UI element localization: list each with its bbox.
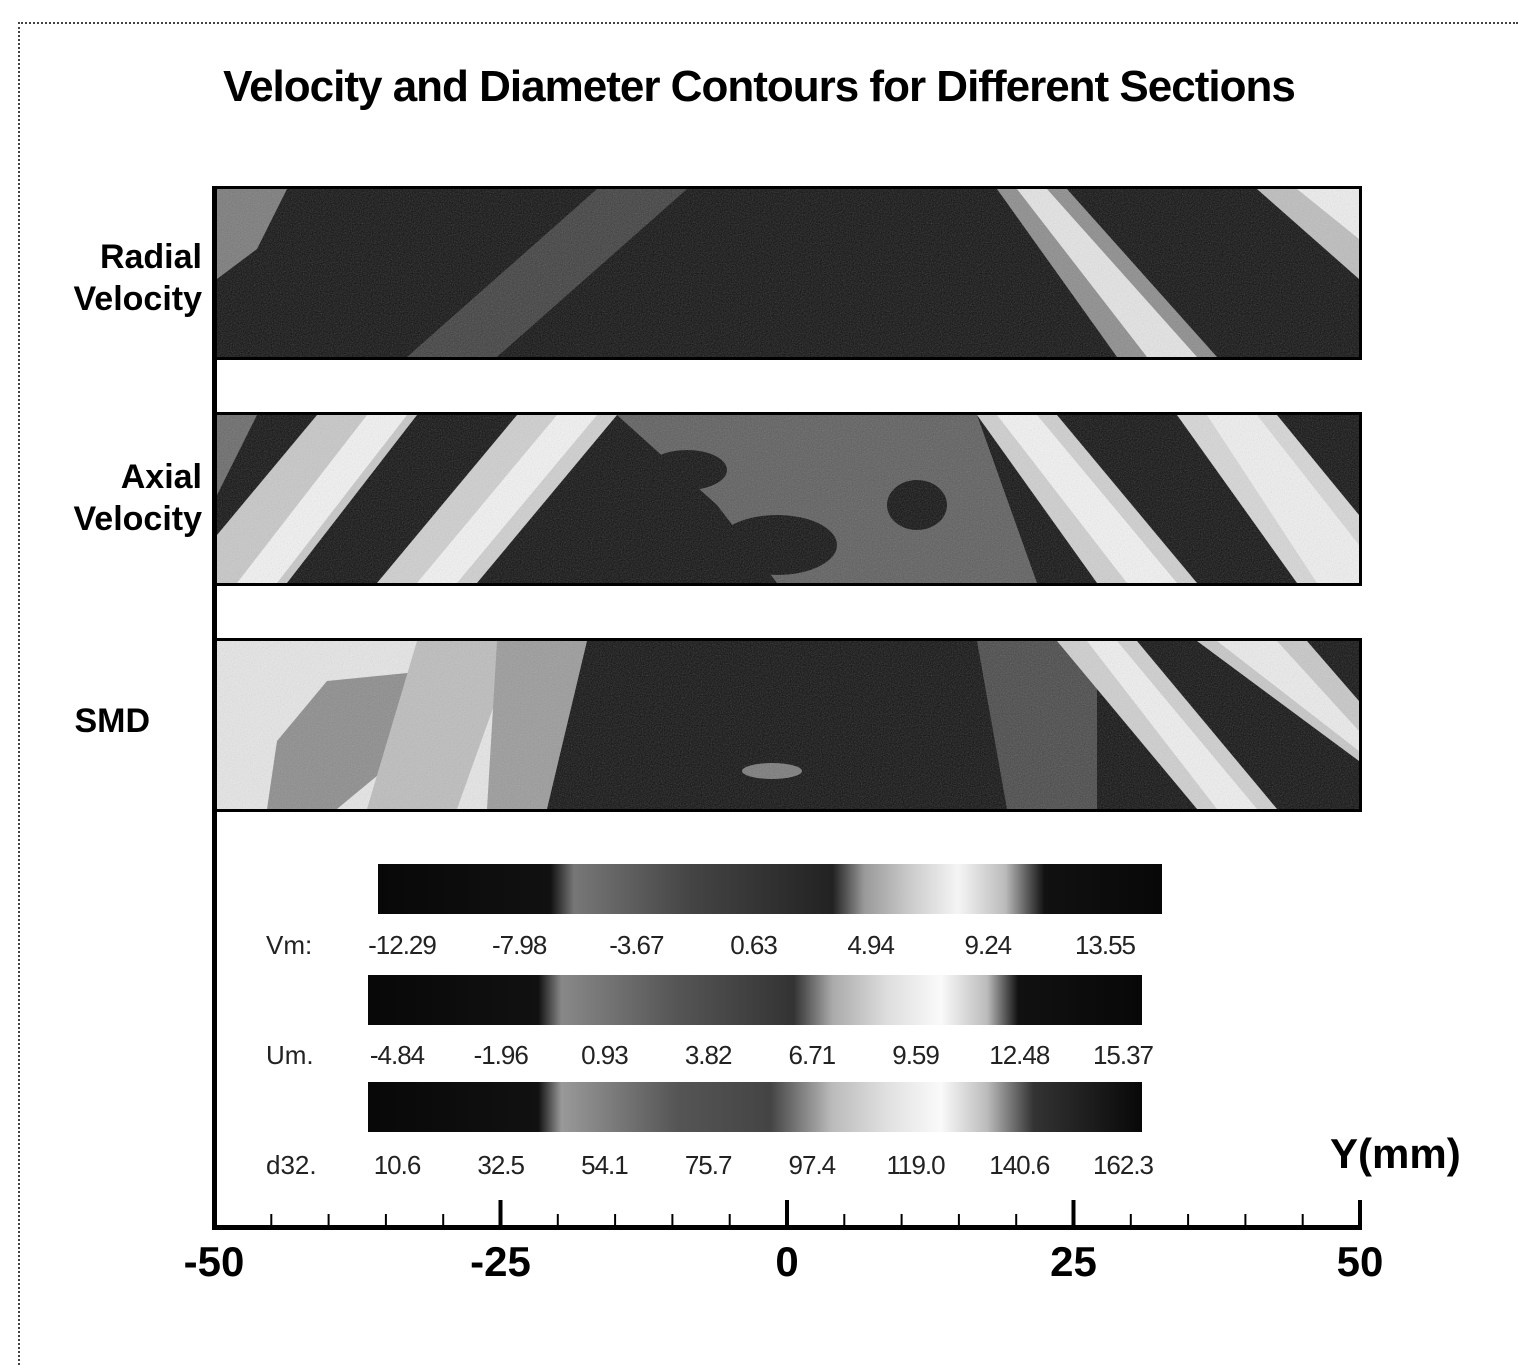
- colorbar-tick-label: 9.24: [964, 930, 1013, 960]
- row-label-radial-line1: Radial: [99, 238, 202, 276]
- colorbar-tick-label: 97.4: [788, 1150, 837, 1180]
- colorbar-um-values: -4.84 -1.96 0.93 3.82 6.71 9.59 12.48 15.37: [0, 1040, 1518, 1072]
- row-label-radial-line2: Velocity: [73, 280, 202, 318]
- row-label-smd: SMD: [0, 700, 150, 742]
- row-label-axial: Axial Velocity: [22, 456, 202, 540]
- colorbar-vm: [378, 864, 1162, 914]
- colorbar-tick-label: 12.48: [989, 1040, 1050, 1070]
- colorbar-tick-label: 0.63: [730, 930, 778, 960]
- row-label-axial-line1: Axial: [120, 458, 202, 496]
- colorbar-tick-label: 6.71: [788, 1040, 837, 1070]
- colorbar-tick-label: 162.3: [1092, 1150, 1154, 1180]
- contour-panel-smd: [214, 638, 1362, 812]
- colorbar-tick-label: 140.6: [989, 1150, 1050, 1180]
- colorbar-tick-label: -7.98: [492, 930, 547, 960]
- figure-frame: [18, 22, 1518, 1365]
- colorbar-um: [368, 975, 1142, 1025]
- colorbar-vm-name: Vm:: [266, 930, 313, 960]
- colorbar-tick-label: 15.37: [1092, 1040, 1154, 1070]
- y-axis-line: [212, 186, 217, 1228]
- colorbar-d32-name: d32.: [266, 1150, 317, 1180]
- row-label-smd-line1: SMD: [74, 702, 150, 740]
- colorbar-tick-label: -1.96: [473, 1040, 529, 1070]
- colorbar-d32: [368, 1082, 1142, 1132]
- row-label-radial: Radial Velocity: [22, 236, 202, 320]
- contour-panel-axial: [214, 412, 1362, 586]
- x-axis-line: [212, 1225, 1362, 1230]
- colorbar-vm-values: -12.29 -7.98 -3.67 0.63 4.94 9.24 13.55: [0, 930, 1518, 962]
- colorbar-tick-label: 13.55: [1074, 930, 1136, 960]
- colorbar-tick-label: -4.84: [369, 1040, 425, 1070]
- row-label-axial-line2: Velocity: [73, 500, 202, 538]
- colorbar-tick-label: 32.5: [477, 1150, 525, 1180]
- colorbar-tick-label: 9.59: [892, 1040, 940, 1070]
- colorbar-tick-label: 0.93: [581, 1040, 629, 1070]
- x-axis-label: Y(mm): [1330, 1130, 1461, 1177]
- x-tick-label: 0: [775, 1238, 799, 1285]
- chart-title: Velocity and Diameter Contours for Diffe…: [223, 62, 1296, 111]
- colorbar-tick-label: 75.7: [684, 1150, 733, 1180]
- x-tick-label: -50: [183, 1238, 245, 1285]
- x-tick-label: 25: [1050, 1238, 1097, 1285]
- colorbar-tick-label: 119.0: [886, 1150, 945, 1180]
- colorbar-tick-label: 54.1: [581, 1150, 629, 1180]
- colorbar-tick-label: 10.6: [373, 1150, 422, 1180]
- contour-panel-radial: [214, 186, 1362, 360]
- colorbar-um-name: Um.: [266, 1040, 314, 1070]
- x-tick-label: -25: [470, 1238, 531, 1285]
- colorbar-tick-label: -3.67: [609, 930, 664, 960]
- colorbar-tick-label: 4.94: [847, 930, 895, 960]
- x-tick-label: 50: [1336, 1238, 1384, 1285]
- colorbar-tick-label: 3.82: [684, 1040, 733, 1070]
- colorbar-tick-label: -12.29: [368, 930, 437, 960]
- colorbar-d32-values: 10.6 32.5 54.1 75.7 97.4 119.0 140.6 162.3: [0, 1150, 1518, 1182]
